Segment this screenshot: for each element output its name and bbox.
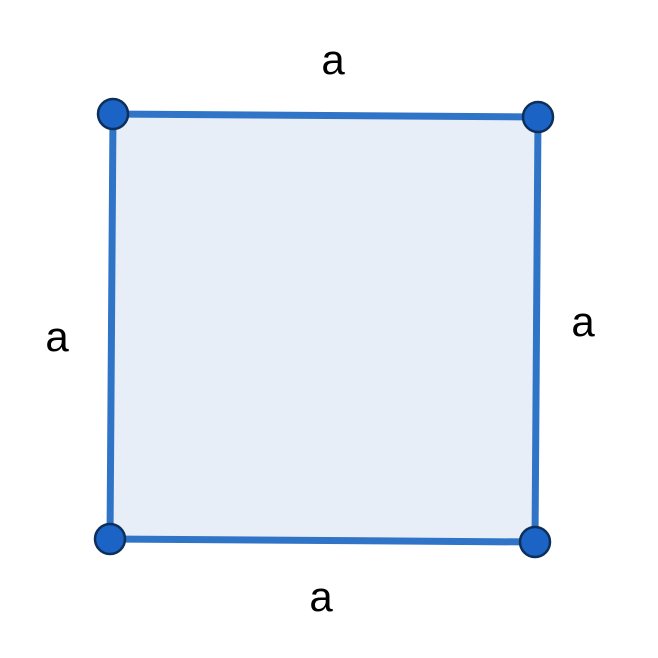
- vertex-bottom-right[interactable]: [518, 525, 552, 559]
- vertex-top-left[interactable]: [96, 97, 130, 131]
- square-face: [110, 114, 538, 542]
- label-right: a: [571, 298, 595, 345]
- edge-bottom: [106, 535, 539, 546]
- label-bottom: a: [309, 573, 333, 620]
- edge-left: [106, 110, 117, 543]
- label-left: a: [45, 313, 69, 360]
- label-top: a: [321, 36, 345, 83]
- edge-top: [109, 110, 542, 121]
- edge-right: [531, 113, 542, 546]
- vertex-bottom-left[interactable]: [93, 522, 127, 556]
- vertex-top-right[interactable]: [521, 100, 555, 134]
